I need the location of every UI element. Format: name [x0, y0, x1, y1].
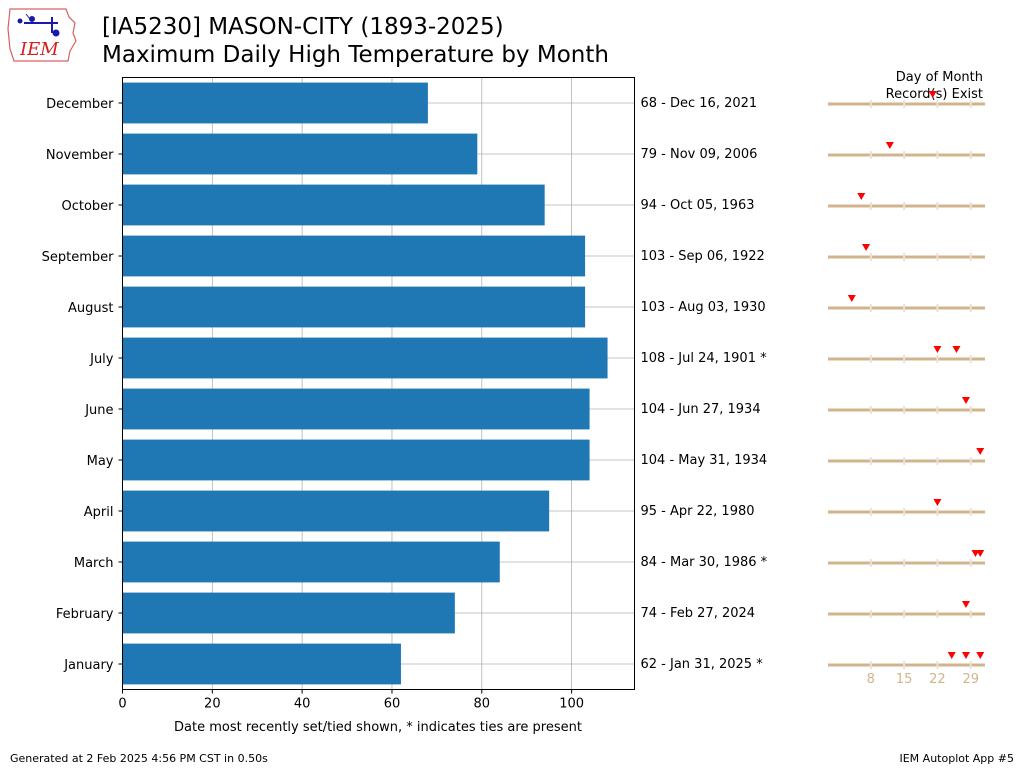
plot-frame — [122, 77, 635, 690]
record-day-marker — [857, 193, 866, 200]
value-label: 68 - Dec 16, 2021 — [641, 96, 758, 111]
y-axis: January February March April May June July Augu… — [42, 97, 123, 673]
bar-august — [122, 286, 586, 328]
value-label: 79 - Nov 09, 2006 — [641, 147, 758, 162]
y-tick-label: January — [63, 658, 114, 673]
record-day-marker — [862, 244, 871, 251]
y-tick-label: July — [89, 352, 114, 367]
x-axis-label: Date most recently set/tied shown, * ind… — [174, 720, 582, 735]
record-day-marker — [952, 346, 961, 353]
bar-november — [122, 133, 478, 175]
record-day-marker — [976, 448, 985, 455]
record-date-labels: 62 - Jan 31, 2025 * 74 - Feb 27, 2024 84 -… — [641, 96, 768, 672]
record-day-marker — [928, 91, 937, 98]
record-day-marker — [976, 652, 985, 659]
bar-march — [122, 541, 500, 583]
y-tick-label: November — [46, 148, 114, 163]
value-label: 62 - Jan 31, 2025 * — [641, 657, 764, 672]
y-tick-label: December — [46, 97, 114, 112]
bar-october — [122, 184, 545, 226]
iem-logo: IEM — [7, 8, 77, 62]
x-axis: 0 20 40 60 80 100 — [118, 689, 584, 712]
x-tick-label: 80 — [474, 697, 491, 712]
record-day-marker — [933, 499, 942, 506]
value-label: 74 - Feb 27, 2024 — [641, 606, 756, 621]
app-credit: IEM Autoplot App #5 — [899, 752, 1014, 765]
bar-september — [122, 235, 586, 277]
value-label: 95 - Apr 22, 1980 — [641, 504, 755, 519]
day-tick-label: 8 — [867, 672, 875, 687]
record-day-marker — [933, 346, 942, 353]
day-of-month-panel: 8 15 22 29 — [828, 91, 985, 687]
bar-may — [122, 439, 590, 481]
bar-april — [122, 490, 550, 532]
bar-series — [122, 82, 608, 685]
generated-timestamp: Generated at 2 Feb 2025 4:56 PM CST in 0… — [10, 752, 268, 765]
record-day-marker — [976, 550, 985, 557]
y-tick-label: October — [61, 199, 114, 214]
y-tick-label: April — [84, 505, 114, 520]
record-day-marker — [961, 601, 970, 608]
x-tick-label: 20 — [204, 697, 221, 712]
bar-january — [122, 643, 401, 685]
value-label: 108 - Jul 24, 1901 * — [641, 351, 768, 366]
chart-title: [IA5230] MASON-CITY (1893-2025) — [102, 14, 504, 40]
bar-july — [122, 337, 608, 379]
y-tick-label: September — [42, 250, 115, 265]
y-tick-label: August — [68, 301, 114, 316]
chart-subtitle: Maximum Daily High Temperature by Month — [102, 42, 609, 68]
y-tick-label: May — [87, 454, 114, 469]
bar-december — [122, 82, 428, 124]
x-tick-label: 60 — [384, 697, 401, 712]
y-tick-label: June — [84, 403, 113, 418]
record-day-marker — [847, 295, 856, 302]
day-tick-label: 22 — [929, 672, 946, 687]
weather-station-icon — [17, 13, 60, 37]
x-tick-label: 100 — [559, 697, 584, 712]
y-tick-label: February — [56, 607, 114, 622]
value-label: 104 - May 31, 1934 — [641, 453, 768, 468]
value-label: 103 - Sep 06, 1922 — [641, 249, 765, 264]
logo-text: IEM — [19, 39, 59, 60]
x-tick-label: 0 — [118, 697, 126, 712]
value-label: 104 - Jun 27, 1934 — [641, 402, 761, 417]
record-day-marker — [961, 397, 970, 404]
bar-february — [122, 592, 455, 634]
value-label: 94 - Oct 05, 1963 — [641, 198, 755, 213]
record-day-marker — [961, 652, 970, 659]
x-tick-label: 40 — [294, 697, 311, 712]
day-tick-label: 29 — [962, 672, 979, 687]
day-tick-label: 15 — [896, 672, 913, 687]
value-label: 84 - Mar 30, 1986 * — [641, 555, 768, 570]
day-panel-title-line1: Day of Month — [896, 70, 983, 85]
y-tick-label: March — [74, 556, 114, 571]
record-day-marker — [947, 652, 956, 659]
value-label: 103 - Aug 03, 1930 — [641, 300, 766, 315]
bar-june — [122, 388, 590, 430]
record-day-marker — [885, 142, 894, 149]
